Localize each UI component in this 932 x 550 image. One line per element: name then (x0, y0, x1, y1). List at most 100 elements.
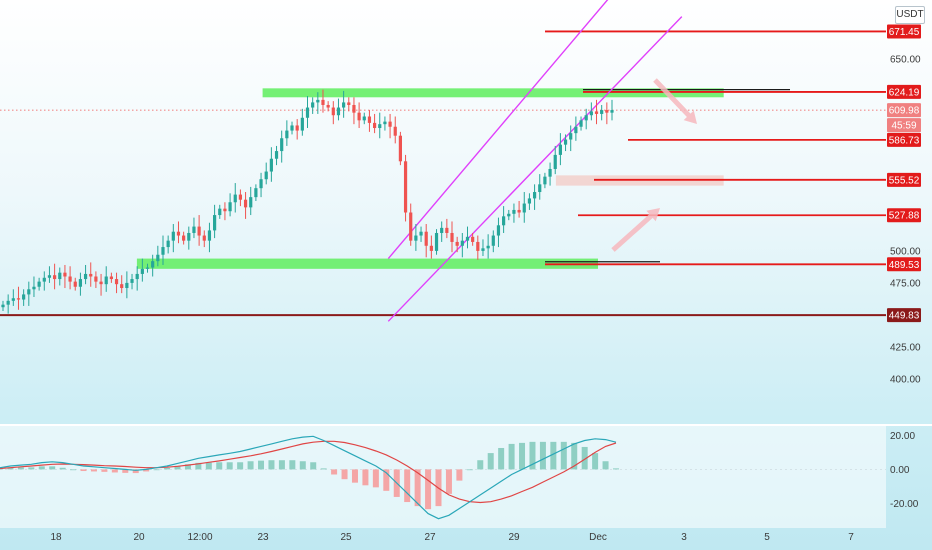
candle-body (89, 273, 93, 277)
candle-body (78, 279, 83, 287)
macd-histogram-bar (310, 462, 317, 470)
candle-body (99, 281, 103, 285)
macd-histogram-bar (539, 441, 546, 470)
macd-histogram-bar (351, 469, 358, 483)
price-tag-box (887, 308, 921, 323)
candle-body (264, 171, 268, 180)
candle-body (37, 281, 41, 287)
price-tag: 624.19 (887, 84, 921, 99)
candle-body (202, 235, 206, 241)
candle-body (223, 208, 227, 212)
macd-histogram-bar (226, 462, 233, 470)
candle-body (1, 304, 5, 308)
macd-histogram-bar (289, 460, 296, 470)
candle-body (145, 267, 150, 269)
candle-body (166, 240, 170, 248)
macd-histogram-bar (581, 446, 588, 470)
macd-histogram-bar (184, 464, 191, 470)
channel-lower-line (387, 16, 683, 322)
candle-body (316, 99, 320, 103)
macd-histogram-bar (341, 469, 348, 480)
macd-histogram-bar (362, 469, 369, 486)
price-tag-box (887, 24, 921, 39)
price-tag: 609.98 (887, 103, 921, 118)
price-tag-text: 555.52 (889, 175, 920, 186)
macd-histogram-bar (498, 447, 505, 470)
macd-histogram-bar (174, 465, 181, 470)
candle-body (507, 213, 511, 217)
macd-histogram-bar (560, 441, 567, 470)
price-tag: 671.45 (887, 24, 921, 39)
price-tag-box (887, 132, 921, 147)
candle-body (522, 203, 526, 213)
candle-body (269, 158, 273, 172)
candle-body (192, 226, 196, 233)
support-zone (136, 258, 598, 269)
candle-body (465, 236, 470, 241)
candle-body (32, 286, 36, 290)
candle-body (491, 235, 495, 246)
candle-body (135, 273, 139, 280)
candle-body (357, 112, 361, 121)
candle-body (403, 161, 408, 213)
macd-histogram-bar (153, 469, 160, 471)
currency-selector[interactable]: USDT (895, 6, 925, 24)
candle-body (114, 279, 119, 285)
candle-body (161, 247, 165, 255)
candle-body (73, 281, 77, 287)
candle-body (16, 298, 21, 300)
macd-line (0, 435, 617, 520)
candle-body (285, 130, 289, 139)
price-tag-box (887, 257, 921, 272)
candle-body (305, 107, 310, 118)
candle-body (481, 248, 485, 251)
candle-body (140, 268, 144, 274)
price-tag-text: 624.19 (889, 87, 920, 98)
candle-body (207, 230, 212, 241)
price-tag-text: 671.45 (889, 27, 920, 38)
candle-body (378, 124, 382, 129)
date-axis-label: 5 (764, 532, 770, 543)
date-axis-label: 7 (848, 532, 854, 543)
macd-signal-line (0, 440, 617, 504)
candle-body (280, 138, 284, 152)
candle-body (409, 212, 413, 241)
price-axis-label: 650.00 (890, 54, 921, 65)
candle-body (563, 139, 568, 145)
macd-histogram-bar (529, 441, 536, 470)
candle-body (290, 125, 294, 131)
macd-histogram-bar (49, 466, 56, 470)
price-tag-text: 609.98 (889, 106, 920, 117)
candle-body (109, 276, 113, 280)
macd-histogram-bar (195, 462, 202, 470)
candle-body (558, 144, 562, 155)
candle-body (151, 261, 155, 268)
candle-body (605, 110, 609, 113)
candle-body (182, 235, 186, 241)
candle-body (342, 102, 346, 108)
price-tag-box (887, 172, 921, 187)
macd-histogram-bar (122, 469, 129, 473)
candle-body (130, 279, 134, 283)
macd-axis-label: 20.00 (890, 431, 915, 442)
macd-histogram-bar (80, 469, 87, 472)
macd-histogram-bar (550, 441, 557, 470)
candle-body (388, 121, 392, 127)
price-axis-label: 475.00 (890, 278, 921, 289)
candle-body (68, 276, 72, 282)
candle-body (213, 215, 217, 231)
date-axis-label: 3 (681, 532, 687, 543)
price-tag: 527.88 (887, 208, 921, 223)
candle-body (58, 272, 62, 280)
macd-histogram-bar (278, 460, 285, 470)
candle-body (440, 227, 444, 233)
macd-histogram-bar (466, 469, 473, 471)
candle-body (274, 151, 279, 159)
candle-body (104, 276, 108, 285)
price-pane (0, 0, 886, 322)
candle-body (249, 197, 253, 208)
date-axis-label: 29 (508, 532, 520, 543)
macd-histogram-bar (404, 469, 411, 503)
macd-histogram-bar (216, 462, 223, 470)
